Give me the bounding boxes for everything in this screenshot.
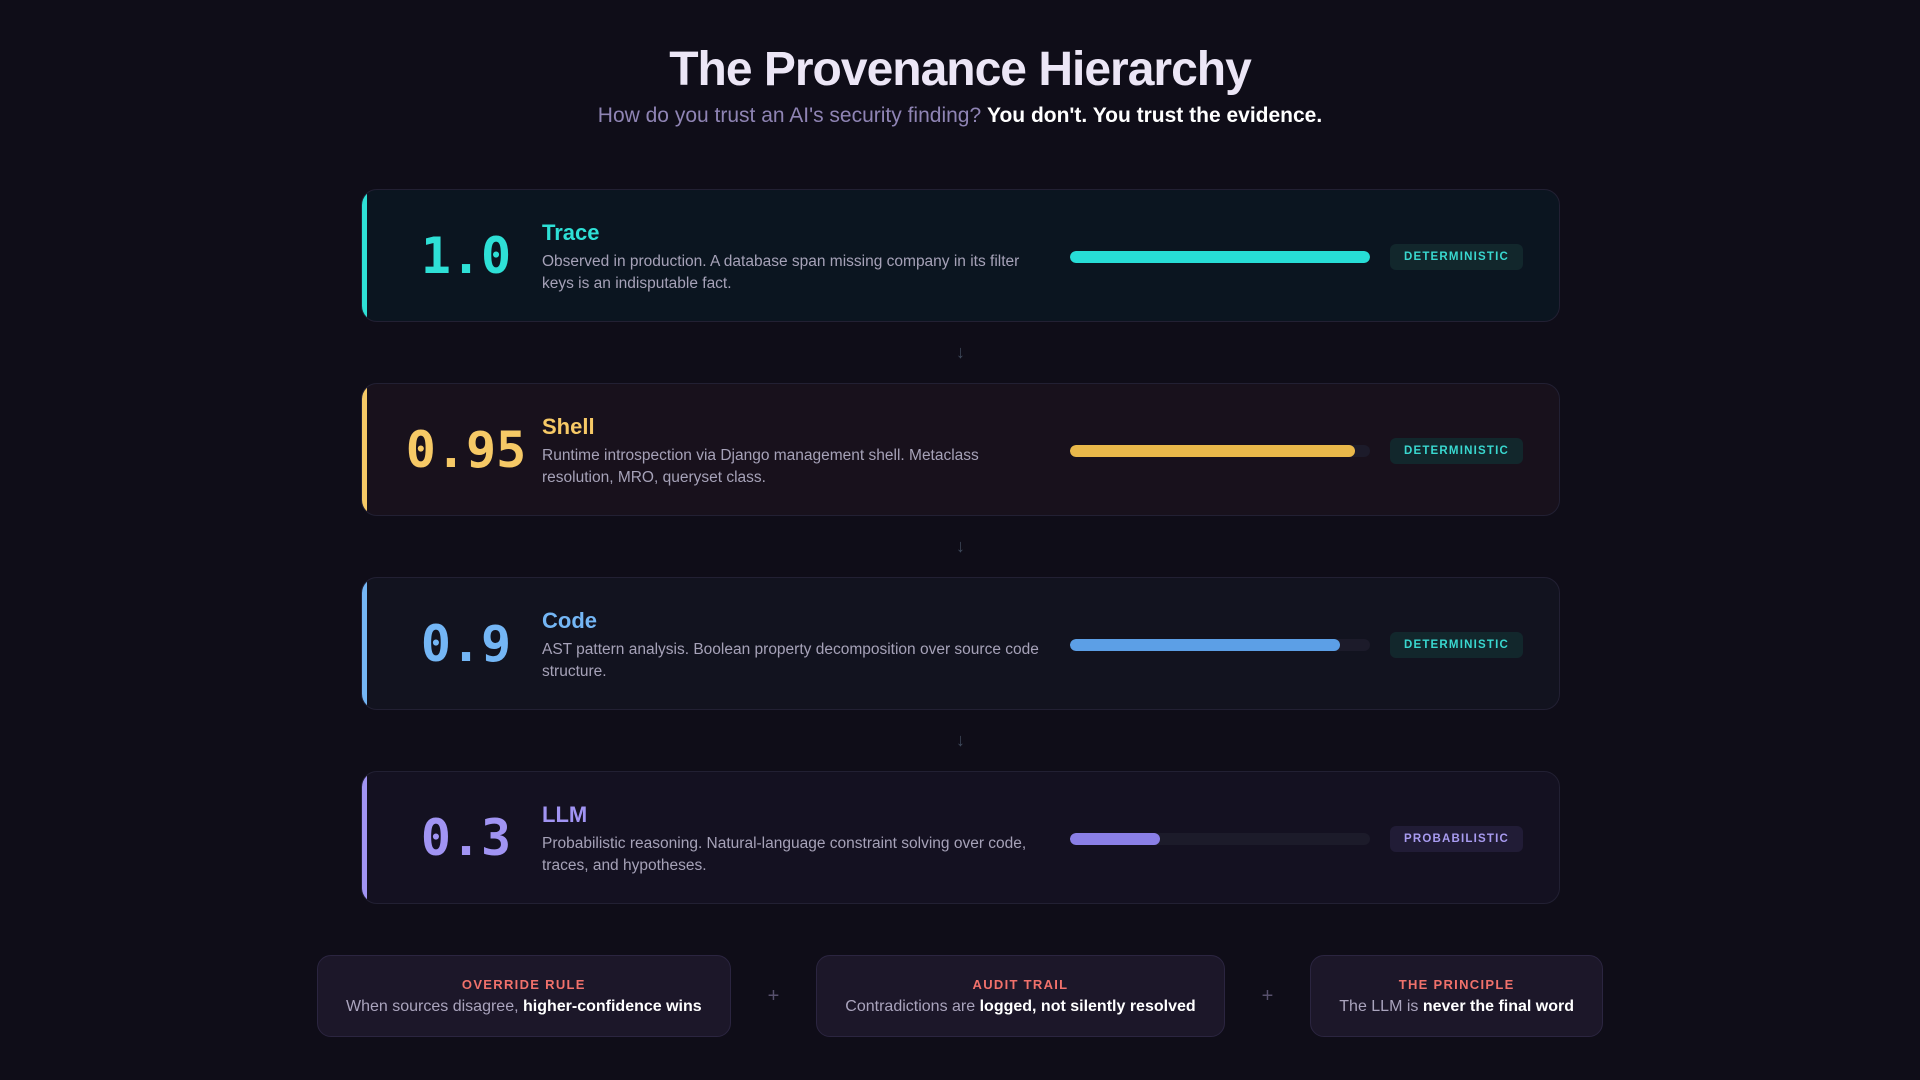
tier-name: LLM: [542, 802, 588, 827]
principle-text-emphasis: higher-confidence wins: [522, 997, 702, 1015]
confidence-bar-track: [1070, 445, 1370, 457]
page-subtitle: How do you trust an AI's security findin…: [0, 104, 1920, 128]
principle-card-override-rule: OVERRIDE RULE When sources disagree, hig…: [317, 955, 731, 1037]
tier-score: 0.9: [420, 614, 512, 673]
principle-text-emphasis: never the final word: [1422, 997, 1574, 1015]
principle-card-the-principle: THE PRINCIPLE The LLM is never the final…: [1310, 955, 1603, 1037]
principle-text-prefix: The LLM is: [1339, 997, 1419, 1015]
confidence-bar-track: [1070, 251, 1370, 263]
tier-accent-bar: [362, 384, 367, 515]
tier-score: 0.3: [420, 808, 512, 867]
principle-text: The LLM is never the final word: [1339, 998, 1574, 1016]
plus-icon: +: [1261, 984, 1274, 1007]
tier-badge: PROBABILISTIC: [1389, 826, 1523, 852]
principle-text-emphasis: logged, not silently resolved: [979, 997, 1196, 1015]
principle-label: AUDIT TRAIL: [972, 976, 1069, 992]
tier-description: Probabilistic reasoning. Natural-languag…: [542, 835, 1027, 874]
tier-score: 0.95: [405, 420, 527, 479]
confidence-bar-fill: [1070, 833, 1160, 845]
down-arrow-icon: ↓: [956, 342, 965, 362]
tier-description: AST pattern analysis. Boolean property d…: [542, 641, 1039, 680]
tier-card-shell: 0.95 Shell Runtime introspection via Dja…: [361, 383, 1560, 516]
principle-card-audit-trail: AUDIT TRAIL Contradictions are logged, n…: [816, 955, 1225, 1037]
tier-description: Observed in production. A database span …: [542, 253, 1020, 292]
page-title: The Provenance Hierarchy: [669, 43, 1252, 96]
tier-accent-bar: [362, 772, 367, 903]
down-arrow-icon: ↓: [956, 730, 965, 750]
principle-label: THE PRINCIPLE: [1398, 976, 1515, 992]
tier-badge: DETERMINISTIC: [1389, 438, 1523, 464]
tier-score: 1.0: [420, 226, 512, 285]
confidence-bar-fill: [1070, 445, 1355, 457]
tier-description: Runtime introspection via Django managem…: [542, 447, 979, 486]
subtitle-question: How do you trust an AI's security findin…: [597, 104, 982, 127]
tier-list: 1.0 Trace Observed in production. A data…: [361, 189, 1560, 904]
principle-label: OVERRIDE RULE: [461, 976, 586, 992]
confidence-bar-fill: [1070, 251, 1370, 263]
tier-name: Trace: [542, 220, 600, 245]
principles-row: OVERRIDE RULE When sources disagree, hig…: [317, 955, 1603, 1037]
confidence-bar-track: [1070, 639, 1370, 651]
tier-accent-bar: [362, 190, 367, 321]
principle-text-prefix: When sources disagree,: [346, 997, 519, 1015]
tier-name: Shell: [542, 414, 595, 439]
tier-card-llm: 0.3 LLM Probabilistic reasoning. Natural…: [361, 771, 1560, 904]
tier-name: Code: [542, 608, 597, 633]
confidence-bar-track: [1070, 833, 1370, 845]
principle-text: Contradictions are logged, not silently …: [845, 998, 1195, 1016]
tier-badge: DETERMINISTIC: [1389, 632, 1523, 658]
principle-text: When sources disagree, higher-confidence…: [346, 998, 702, 1016]
principle-text-prefix: Contradictions are: [845, 997, 976, 1015]
down-arrow-icon: ↓: [956, 536, 965, 556]
confidence-bar-fill: [1070, 639, 1340, 651]
tier-accent-bar: [362, 578, 367, 709]
plus-icon: +: [767, 984, 780, 1007]
tier-card-trace: 1.0 Trace Observed in production. A data…: [361, 189, 1560, 322]
subtitle-emphasis: You don't. You trust the evidence.: [987, 104, 1323, 127]
tier-card-code: 0.9 Code AST pattern analysis. Boolean p…: [361, 577, 1560, 710]
tier-badge: DETERMINISTIC: [1389, 244, 1523, 270]
